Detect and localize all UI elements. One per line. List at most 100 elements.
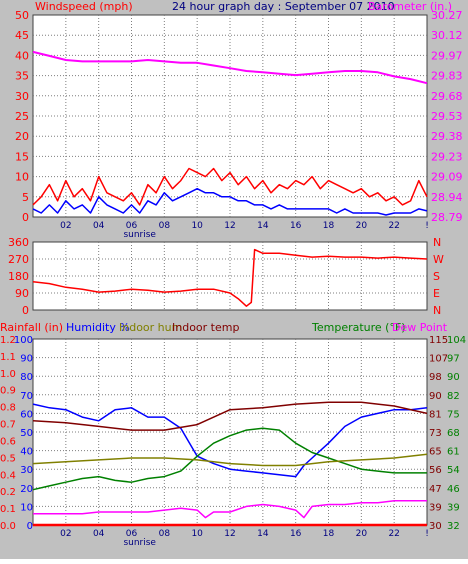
- rain-tick-label: 1.0: [0, 369, 16, 380]
- x-tick-label: 10: [191, 221, 203, 231]
- temp-tick-label-a: 73: [429, 428, 442, 439]
- wind-tick-label: 0: [22, 211, 29, 224]
- wind-tick-label: 35: [15, 70, 29, 83]
- baro-tick-label: 29.97: [431, 49, 463, 62]
- direction-compass-label: E: [433, 287, 440, 300]
- x-tick-label: 08: [159, 221, 171, 231]
- rain-tick-label: 0.6: [0, 436, 16, 447]
- series-line-dewpoint: [33, 500, 427, 519]
- temp-tick-label-a: 115: [429, 335, 448, 346]
- baro-tick-label: 29.09: [431, 171, 463, 184]
- baro-tick-label: 29.38: [431, 130, 463, 143]
- wind-tick-label: 5: [22, 191, 29, 204]
- x-tick-label: 22: [388, 221, 399, 231]
- direction-grid: [33, 242, 427, 310]
- temp-tick-label-a: 107: [429, 354, 448, 365]
- x-tick-label: !: [425, 529, 429, 539]
- direction-degree-label: 90: [15, 287, 29, 300]
- direction-compass-label: N: [433, 304, 441, 317]
- series-line-humidity: [32, 403, 428, 478]
- temp-tick-label-b: 32: [447, 521, 460, 532]
- humidity-tick-label: 10: [20, 502, 33, 513]
- temp-tick-label-a: 98: [429, 372, 442, 383]
- humidity-temperature-panel: 0.0 0.1 0.2 0.4 0.5 0.6 0.7 0.8 0.9 1.0 1.1 1.2 0 10 2…: [0, 321, 466, 548]
- series-line-temperature: [32, 427, 427, 491]
- series-line-dir: [32, 248, 428, 307]
- baro-tick-label: 29.83: [431, 70, 463, 83]
- series-line-indoor_temp: [32, 401, 428, 431]
- x-tick-label: 20: [356, 221, 368, 231]
- temp-tick-label-b: 54: [447, 465, 460, 476]
- wind-tick-label: 15: [15, 150, 29, 163]
- x-tick-label: 16: [290, 221, 302, 231]
- temperature-axis-ticks: 0.0 0.1 0.2 0.4 0.5 0.6 0.7 0.8 0.9 1.0 1.1 1.2 0 10 2…: [0, 335, 466, 532]
- temp-tick-label-b: 46: [447, 484, 460, 495]
- sunrise-label: sunrise: [123, 230, 156, 240]
- wind-grid: [33, 15, 427, 217]
- direction-compass-label: N: [433, 236, 441, 249]
- legend-indoor-temp: Indoor temp: [172, 321, 239, 334]
- x-tick-label: 02: [60, 221, 71, 231]
- temp-tick-label-b: 75: [447, 409, 460, 420]
- direction-compass-label: S: [433, 270, 440, 283]
- legend-humidity: Humidity %: [66, 321, 130, 334]
- legend-rainfall: Rainfall (in): [0, 321, 63, 334]
- humidity-tick-label: 70: [20, 391, 33, 402]
- legend-indoor-hum: Indoor hum: [119, 321, 182, 334]
- direction-degree-ticks: 0 90 180 270 360: [8, 236, 29, 317]
- graph-title: 24 hour graph day : September 07 2010: [172, 0, 395, 13]
- humidity-tick-label: 80: [20, 372, 33, 383]
- rain-tick-label: 0.2: [0, 487, 16, 498]
- x-tick-label: 08: [159, 529, 171, 539]
- humidity-tick-label: 60: [20, 409, 33, 420]
- temp-tick-label-a: 47: [429, 484, 442, 495]
- temp-tick-label-b: 39: [447, 502, 460, 513]
- wind-axis-ticks: 0 5 10 15 20 25 30 35 40 45 50: [15, 9, 29, 224]
- rain-tick-label: 0.4: [0, 470, 16, 481]
- rain-tick-label: 1.2: [0, 335, 16, 346]
- wind-barometer-panel: 0 5 10 15 20 25 30 35 40 45 50 28.79 28.94 29.09 29.2…: [15, 0, 463, 240]
- legend-dew-point: Dew Point: [392, 321, 448, 334]
- baro-tick-label: 30.27: [431, 9, 463, 22]
- temp-tick-label-a: 65: [429, 447, 442, 458]
- x-tick-label: 04: [93, 529, 105, 539]
- series-line-indoor_hum: [32, 453, 428, 467]
- direction-degree-label: 180: [8, 270, 29, 283]
- x-tick-label: 22: [388, 529, 399, 539]
- rain-tick-label: 0.7: [0, 420, 16, 431]
- temp-tick-label-a: 30: [429, 521, 442, 532]
- baro-tick-label: 29.53: [431, 110, 463, 123]
- rain-tick-label: 0.5: [0, 453, 16, 464]
- baro-axis-label: Barometer (in.): [368, 0, 452, 13]
- humidity-tick-label: 0: [27, 521, 33, 532]
- temp-tick-label-a: 90: [429, 391, 442, 402]
- baro-tick-label: 28.94: [431, 191, 463, 204]
- wind-axis-label: Windspeed (mph): [35, 0, 133, 13]
- temperature-x-ticks: 02 04 06 08 10 12 14 16 18 20 22 ! sunrise: [60, 529, 429, 548]
- x-tick-label: 06: [126, 529, 138, 539]
- x-tick-label: 16: [290, 529, 302, 539]
- x-tick-label: 12: [224, 221, 235, 231]
- wind-tick-label: 25: [15, 110, 29, 123]
- rain-tick-label: 1.1: [0, 352, 16, 363]
- direction-degree-label: 270: [8, 253, 29, 266]
- temp-tick-label-b: 104: [447, 335, 466, 346]
- x-tick-label: 18: [323, 221, 335, 231]
- temperature-grid: [33, 339, 427, 525]
- sunrise-label: sunrise: [123, 538, 156, 548]
- baro-tick-label: 30.12: [431, 29, 463, 42]
- humidity-tick-label: 100: [14, 335, 33, 346]
- x-tick-label: !: [425, 221, 429, 231]
- rain-tick-label: 0.1: [0, 504, 16, 515]
- wind-tick-label: 30: [15, 90, 29, 103]
- wind-tick-label: 10: [15, 171, 29, 184]
- baro-axis-ticks: 28.79 28.94 29.09 29.23 29.38 29.53 29.68 29.83…: [431, 9, 463, 224]
- temp-tick-label-a: 56: [429, 465, 442, 476]
- wind-tick-label: 40: [15, 49, 29, 62]
- wind-tick-label: 45: [15, 29, 29, 42]
- x-tick-label: 18: [323, 529, 335, 539]
- temp-tick-label-b: 90: [447, 372, 460, 383]
